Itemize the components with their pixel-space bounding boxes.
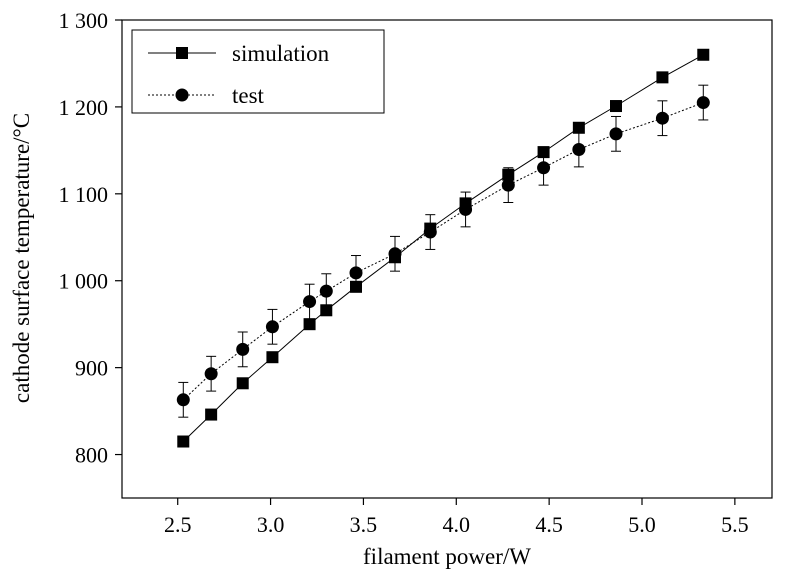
test-point	[459, 202, 473, 216]
test-point	[265, 320, 279, 334]
legend-test-label: test	[232, 83, 265, 108]
simulation-point	[266, 351, 279, 364]
simulation-point	[572, 121, 585, 134]
test-point	[696, 96, 710, 110]
y-tick-label: 1 100	[59, 182, 109, 207]
legend-test-marker	[175, 88, 189, 102]
test-series-line	[182, 102, 704, 401]
x-tick-label: 4.0	[443, 512, 471, 537]
x-axis-label: filament power/W	[363, 544, 531, 569]
test-point	[319, 284, 333, 298]
simulation-point	[177, 435, 190, 448]
x-tick-label: 5.5	[721, 512, 749, 537]
x-tick-label: 3.0	[257, 512, 285, 537]
test-point	[388, 247, 402, 261]
legend-simulation-label: simulation	[232, 41, 330, 66]
test-point	[303, 295, 317, 309]
x-tick-label: 3.5	[350, 512, 378, 537]
y-tick-label: 900	[75, 356, 108, 381]
test-point	[176, 393, 190, 407]
y-tick-label: 1 300	[59, 8, 109, 33]
test-point	[609, 127, 623, 141]
simulation-series-line	[182, 54, 704, 442]
legend-box	[131, 29, 385, 114]
simulation-point	[697, 48, 710, 61]
x-tick-label: 2.5	[164, 512, 192, 537]
test-point	[204, 367, 218, 381]
simulation-point	[656, 71, 669, 84]
simulation-point	[205, 408, 218, 421]
test-point	[349, 266, 363, 280]
y-tick-label: 800	[75, 443, 108, 468]
y-tick-label: 1 000	[59, 269, 109, 294]
simulation-point	[610, 100, 622, 113]
legend-simulation-marker	[176, 47, 188, 59]
test-point	[423, 225, 437, 239]
test-point	[236, 342, 250, 356]
plot-frame	[121, 19, 773, 499]
simulation-point	[236, 377, 249, 390]
test-point	[537, 161, 551, 175]
test-point	[501, 178, 515, 192]
y-tick-label: 1 200	[59, 95, 109, 120]
x-tick-label: 5.0	[628, 512, 656, 537]
test-point	[572, 142, 586, 156]
test-point	[655, 111, 669, 125]
legend: simulation test	[131, 29, 385, 114]
simulation-point	[303, 318, 316, 331]
x-tick-label: 4.5	[535, 512, 563, 537]
y-axis-label: cathode surface temperature/°C	[9, 113, 34, 403]
simulation-point	[320, 304, 333, 317]
